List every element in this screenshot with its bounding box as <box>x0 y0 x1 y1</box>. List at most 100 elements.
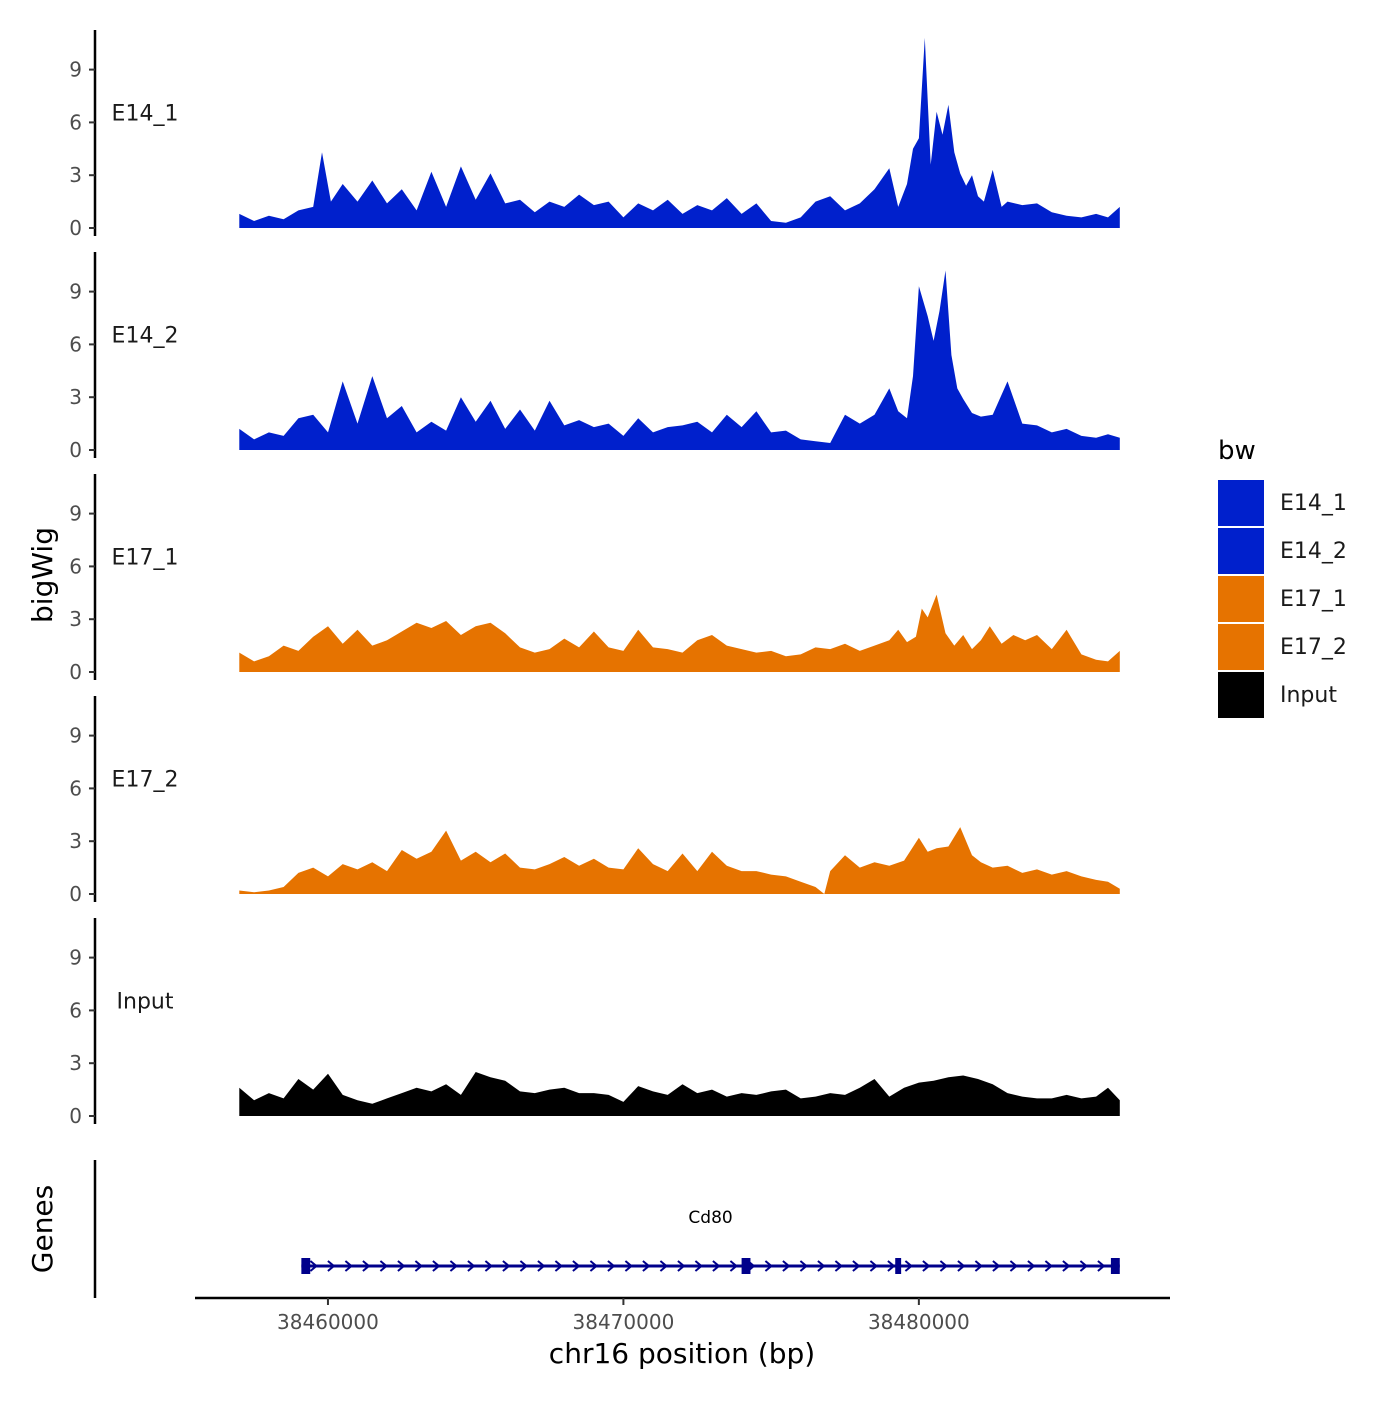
legend: bw E14_1 E14_2 E17_1 E17_2 Input <box>1218 436 1347 718</box>
strand-chevron <box>589 1260 598 1272</box>
signal-area-E17_2 <box>239 827 1120 894</box>
strand-chevron <box>484 1260 493 1272</box>
y-tick-label: 3 <box>69 607 82 631</box>
legend-items: E14_1 E14_2 E17_1 E17_2 Input <box>1218 480 1347 718</box>
y-axis-title: bigWig <box>26 527 59 623</box>
strand-chevron <box>869 1260 878 1272</box>
strand-chevron <box>397 1260 406 1272</box>
strand-chevron <box>537 1260 546 1272</box>
strand-chevron <box>957 1260 966 1272</box>
x-tick-label: 38480000 <box>868 1310 970 1334</box>
gene-model: Cd80 <box>301 1208 1120 1274</box>
y-tick-label: 0 <box>69 882 82 906</box>
track-label: E14_1 <box>112 101 179 126</box>
strand-chevron <box>904 1260 913 1272</box>
legend-label: E14_1 <box>1280 491 1347 516</box>
strand-chevron <box>554 1260 563 1272</box>
strand-chevron <box>887 1260 896 1272</box>
track-label: E14_2 <box>112 323 179 348</box>
signal-area-E14_1 <box>239 37 1120 229</box>
gene-exon <box>741 1258 751 1274</box>
y-tick-label: 6 <box>69 776 82 800</box>
strand-chevron <box>344 1260 353 1272</box>
y-tick-label: 9 <box>69 58 82 82</box>
gene-exon <box>301 1258 311 1274</box>
y-tick-label: 6 <box>69 110 82 134</box>
track-E17_1: 0 3 6 9 E17_1 <box>69 474 1120 684</box>
track-label: E17_2 <box>112 767 179 792</box>
y-tick-label: 0 <box>69 216 82 240</box>
legend-swatch-E17_2 <box>1218 624 1264 670</box>
strand-chevron <box>677 1260 686 1272</box>
genes-panel: Genes Cd80 <box>26 1160 1120 1298</box>
signal-area-Input <box>239 1072 1120 1116</box>
track-E14_2: 0 3 6 9 E14_2 <box>69 252 1120 462</box>
strand-chevron <box>642 1260 651 1272</box>
strand-chevron <box>502 1260 511 1272</box>
strand-chevron <box>379 1260 388 1272</box>
legend-label: E17_2 <box>1280 635 1347 660</box>
strand-chevron <box>414 1260 423 1272</box>
strand-chevron <box>309 1260 318 1272</box>
strand-chevron <box>782 1260 791 1272</box>
strand-chevron <box>624 1260 633 1272</box>
strand-chevron <box>712 1260 721 1272</box>
y-tick-label: 3 <box>69 1051 82 1075</box>
gene-label: Cd80 <box>688 1208 732 1228</box>
strand-chevron <box>519 1260 528 1272</box>
legend-swatch-E14_2 <box>1218 528 1264 574</box>
x-tick-label: 38460000 <box>277 1310 379 1334</box>
strand-chevron <box>607 1260 616 1272</box>
strand-chevron <box>1062 1260 1071 1272</box>
strand-chevron <box>1044 1260 1053 1272</box>
signal-area-E17_1 <box>239 594 1120 672</box>
legend-label: E17_1 <box>1280 587 1347 612</box>
y-tick-label: 0 <box>69 438 82 462</box>
y-tick-label: 3 <box>69 829 82 853</box>
strand-chevron <box>764 1260 773 1272</box>
strand-chevron <box>992 1260 1001 1272</box>
legend-swatch-E14_1 <box>1218 480 1264 526</box>
strand-chevron <box>449 1260 458 1272</box>
x-ticks: 38460000 38470000 38480000 <box>277 1298 970 1334</box>
y-tick-label: 9 <box>69 946 82 970</box>
strand-chevron <box>1009 1260 1018 1272</box>
y-tick-label: 9 <box>69 502 82 526</box>
strand-chevron <box>1027 1260 1036 1272</box>
track-E17_2: 0 3 6 9 E17_2 <box>69 696 1120 906</box>
y-tick-label: 3 <box>69 163 82 187</box>
signal-area-E14_2 <box>239 270 1120 450</box>
y-tick-label: 6 <box>69 554 82 578</box>
strand-chevron <box>939 1260 948 1272</box>
strand-chevron <box>327 1260 336 1272</box>
strand-chevron <box>362 1260 371 1272</box>
x-tick-label: 38470000 <box>573 1310 675 1334</box>
y-tick-label: 6 <box>69 998 82 1022</box>
y-tick-label: 9 <box>69 724 82 748</box>
strand-chevron <box>799 1260 808 1272</box>
legend-swatch-E17_1 <box>1218 576 1264 622</box>
y-tick-label: 0 <box>69 660 82 684</box>
track-label: E17_1 <box>112 545 179 570</box>
strand-chevron <box>922 1260 931 1272</box>
track-E14_1: 0 3 6 9 E14_1 <box>69 30 1120 240</box>
legend-label: E14_2 <box>1280 539 1347 564</box>
strand-chevron <box>974 1260 983 1272</box>
track-label: Input <box>117 989 174 1014</box>
gene-exon <box>895 1258 902 1274</box>
strand-chevron <box>834 1260 843 1272</box>
strand-chevron <box>852 1260 861 1272</box>
strand-chevron <box>659 1260 668 1272</box>
gene-exon <box>1110 1258 1120 1274</box>
y-tick-label: 9 <box>69 280 82 304</box>
strand-chevron <box>432 1260 441 1272</box>
track-panels: 0 3 6 9 E14_1 0 3 6 9 E14_2 0 3 6 9 E17_1 0 3 6 9 E17_2 0 3 6 9… <box>69 30 1120 1128</box>
y-tick-label: 3 <box>69 385 82 409</box>
legend-title: bw <box>1218 436 1256 466</box>
x-axis: 38460000 38470000 38480000 chr16 position … <box>195 1296 1170 1370</box>
strand-chevron <box>729 1260 738 1272</box>
genes-panel-title: Genes <box>26 1185 59 1273</box>
strand-chevron <box>694 1260 703 1272</box>
